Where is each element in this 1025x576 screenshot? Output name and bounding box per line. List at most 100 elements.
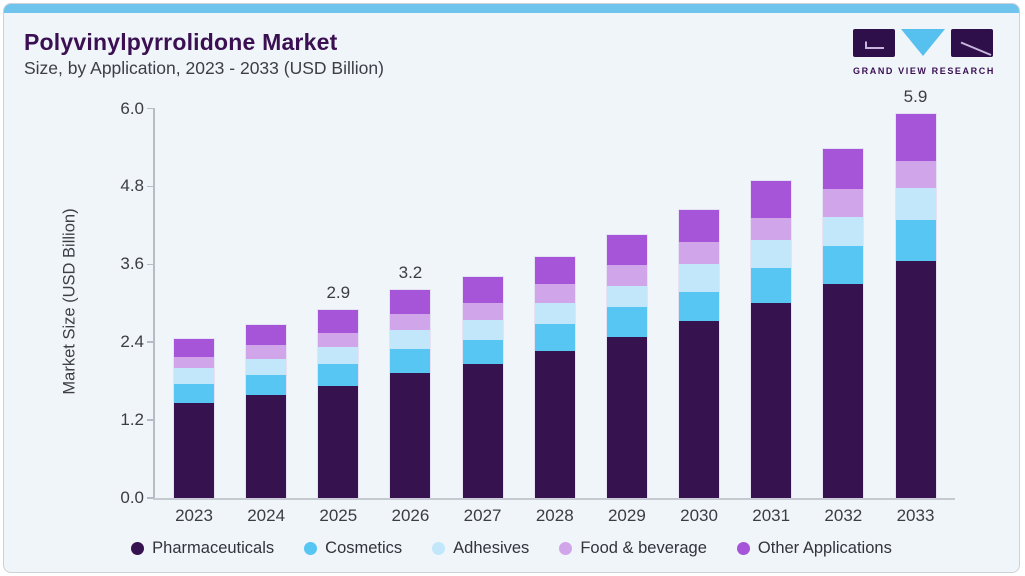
bar-segment-adhesives [174, 367, 214, 385]
bar-segment-adhesives [534, 303, 575, 325]
bar-segment-pharmaceuticals [534, 351, 575, 498]
bar-segment-adhesives [390, 329, 431, 350]
bar-segment-cosmetics [390, 349, 431, 374]
bar-segment-pharmaceuticals [751, 303, 792, 498]
bar-segment-cosmetics [823, 246, 864, 284]
x-tick-label: 2029 [607, 506, 646, 525]
x-tick-label: 2027 [463, 506, 502, 525]
bar-segment-cosmetics [174, 384, 214, 403]
top-accent-bar [4, 4, 1019, 13]
bar-segment-pharmaceuticals [606, 337, 647, 498]
bar-segment-cosmetics [462, 339, 503, 364]
bar-segment-cosmetics [534, 324, 575, 352]
bar-value-label: 5.9 [903, 87, 928, 107]
bar-value-label: 2.9 [326, 282, 351, 302]
x-axis-line [153, 498, 955, 500]
bar-segment-other-applications [246, 324, 287, 345]
legend-dot-icon [131, 542, 145, 555]
bar-2024 [246, 324, 287, 498]
legend-label: Food & beverage [580, 539, 707, 557]
bar-2031 [751, 180, 792, 498]
legend-item-pharmaceuticals: Pharmaceuticals [131, 539, 274, 558]
y-tick-label: 6.0 [120, 98, 144, 118]
bar-segment-food-beverage [679, 242, 720, 264]
bar-segment-food-beverage [390, 314, 431, 330]
bar-segment-adhesives [895, 188, 936, 221]
bar-segment-other-applications [679, 209, 720, 243]
legend-dot-icon [559, 542, 573, 555]
x-tick-label: 2028 [535, 506, 574, 525]
legend-label: Pharmaceuticals [152, 539, 275, 557]
gvr-logo-icon [853, 29, 993, 57]
y-tick-label: 0.0 [120, 488, 144, 507]
logo-text: GRAND VIEW RESEARCH [853, 66, 995, 76]
bar-2028 [534, 256, 575, 498]
bar-segment-cosmetics [751, 268, 792, 304]
bar-2026 [390, 290, 431, 498]
bar-2030 [679, 209, 720, 498]
bar-value-label: 3.2 [398, 263, 423, 283]
bar-segment-other-applications [390, 290, 431, 315]
bar-2023 [174, 338, 214, 498]
y-tick-mark [147, 497, 153, 499]
bar-segment-pharmaceuticals [895, 261, 936, 498]
legend-item-cosmetics: Cosmetics [304, 539, 402, 558]
legend-label: Adhesives [453, 539, 530, 557]
bar-segment-other-applications [751, 180, 792, 218]
bar-2032 [823, 148, 864, 498]
legend-dot-icon [736, 542, 750, 555]
bar-segment-adhesives [823, 216, 864, 247]
bar-segment-food-beverage [246, 344, 287, 360]
bar-segment-food-beverage [318, 333, 359, 347]
bar-segment-adhesives [679, 263, 720, 292]
bar-segment-cosmetics [318, 363, 359, 386]
y-tick-mark [147, 107, 153, 110]
bar-2029 [606, 234, 647, 498]
x-tick-label: 2031 [752, 506, 791, 525]
y-tick-label: 3.6 [120, 254, 144, 274]
x-tick-label: 2024 [247, 506, 286, 525]
chart-legend: Pharmaceuticals Cosmetics Adhesives Food & … [4, 539, 1019, 558]
y-tick-mark [147, 419, 153, 421]
bar-segment-pharmaceuticals [823, 283, 864, 498]
bar-segment-adhesives [318, 346, 359, 364]
bar-segment-cosmetics [246, 375, 287, 395]
page-title: Polyvinylpyrrolidone Market [24, 29, 338, 55]
bar-segment-cosmetics [679, 291, 720, 322]
bar-segment-pharmaceuticals [462, 363, 503, 498]
bar-2033 [895, 114, 936, 498]
y-tick-mark [147, 341, 153, 343]
bar-segment-pharmaceuticals [246, 394, 287, 498]
bar-segment-pharmaceuticals [390, 373, 431, 498]
bar-segment-adhesives [462, 320, 503, 340]
bar-segment-food-beverage [823, 189, 864, 217]
bar-segment-adhesives [246, 359, 287, 376]
bar-segment-cosmetics [895, 220, 936, 262]
bar-segment-other-applications [174, 338, 214, 358]
y-axis-title: Market Size (USD Billion) [60, 208, 79, 395]
x-tick-label: 2033 [896, 506, 935, 525]
bar-segment-pharmaceuticals [679, 321, 720, 498]
x-tick-label: 2026 [391, 506, 430, 525]
bar-segment-other-applications [318, 309, 359, 334]
bar-2027 [462, 276, 503, 498]
legend-label: Cosmetics [325, 539, 403, 557]
x-tick-label: 2025 [319, 506, 358, 525]
chart-card: Polyvinylpyrrolidone Market Size, by App… [3, 3, 1020, 573]
y-tick-label: 4.8 [120, 176, 144, 196]
bar-segment-other-applications [823, 148, 864, 190]
y-axis-line [153, 108, 155, 498]
bar-segment-other-applications [606, 234, 647, 265]
bar-segment-other-applications [534, 256, 575, 284]
x-tick-label: 2032 [824, 506, 863, 525]
y-tick-mark [147, 185, 153, 188]
legend-item-adhesives: Adhesives [432, 539, 529, 558]
grand-view-research-logo: GRAND VIEW RESEARCH [853, 29, 995, 76]
x-tick-label: 2023 [175, 506, 213, 525]
bar-segment-food-beverage [174, 357, 214, 368]
y-tick-mark [147, 263, 153, 266]
bar-segment-food-beverage [534, 283, 575, 304]
bar-segment-adhesives [606, 285, 647, 308]
bar-segment-food-beverage [895, 160, 936, 189]
bar-segment-food-beverage [462, 302, 503, 321]
